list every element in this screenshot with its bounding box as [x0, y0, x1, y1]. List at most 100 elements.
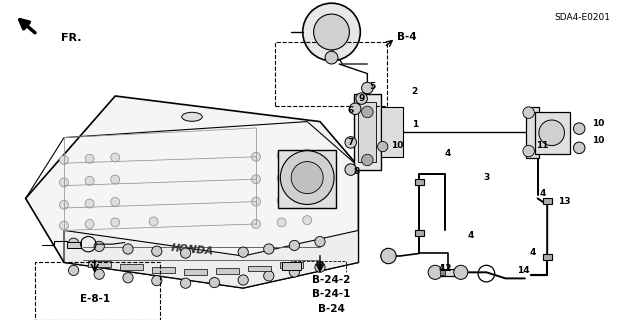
Circle shape [277, 218, 286, 227]
Bar [216, 268, 239, 274]
Text: E-8-1: E-8-1 [79, 294, 110, 304]
Text: 3: 3 [483, 173, 490, 182]
Circle shape [180, 278, 191, 288]
Circle shape [280, 151, 334, 204]
Text: 10: 10 [390, 141, 403, 150]
Text: B-24-2: B-24-2 [312, 275, 351, 285]
Circle shape [85, 154, 94, 163]
Bar [88, 261, 111, 267]
Polygon shape [64, 230, 358, 288]
Circle shape [111, 175, 120, 184]
Bar [278, 150, 336, 208]
Circle shape [315, 236, 325, 247]
Circle shape [264, 271, 274, 281]
Bar [543, 254, 552, 260]
Circle shape [277, 196, 286, 205]
Circle shape [252, 152, 260, 161]
Circle shape [277, 151, 286, 160]
Circle shape [209, 277, 220, 288]
Circle shape [111, 197, 120, 206]
Circle shape [68, 238, 79, 248]
Text: 9: 9 [358, 94, 365, 103]
Text: 8: 8 [354, 167, 360, 176]
Text: B-24: B-24 [318, 304, 345, 314]
Circle shape [85, 199, 94, 208]
Circle shape [303, 3, 360, 61]
Circle shape [291, 162, 323, 194]
Circle shape [94, 241, 104, 252]
Circle shape [289, 267, 300, 277]
Circle shape [314, 14, 349, 50]
Circle shape [315, 262, 325, 272]
Circle shape [123, 273, 133, 283]
Text: 4: 4 [445, 149, 451, 158]
Text: 10: 10 [592, 119, 605, 128]
Bar [535, 112, 570, 154]
Text: 1: 1 [412, 120, 418, 129]
Polygon shape [26, 96, 358, 288]
Circle shape [303, 216, 312, 225]
Text: 6: 6 [348, 106, 354, 115]
Circle shape [539, 120, 564, 146]
Circle shape [362, 106, 373, 118]
Circle shape [428, 265, 442, 279]
Circle shape [303, 172, 312, 180]
Text: FR.: FR. [61, 33, 81, 43]
Bar [280, 262, 303, 268]
Bar [152, 267, 175, 273]
Circle shape [94, 269, 104, 279]
Circle shape [252, 220, 260, 228]
Circle shape [523, 145, 534, 157]
Text: 4: 4 [438, 264, 445, 273]
Bar [435, 269, 461, 276]
Text: 10: 10 [592, 136, 605, 145]
Circle shape [252, 175, 260, 184]
Circle shape [149, 217, 158, 226]
Bar [184, 269, 207, 275]
Bar [275, 42, 387, 106]
Bar [543, 198, 552, 204]
Text: 4: 4 [467, 231, 474, 240]
Text: 7: 7 [348, 138, 354, 147]
Bar [67, 242, 81, 248]
Circle shape [362, 154, 373, 166]
Circle shape [123, 244, 133, 254]
Text: 4: 4 [540, 189, 546, 198]
Circle shape [252, 197, 260, 206]
Circle shape [60, 221, 68, 230]
Text: 2: 2 [412, 87, 418, 96]
Circle shape [60, 178, 68, 187]
Bar [35, 262, 160, 320]
Circle shape [303, 149, 312, 158]
Circle shape [85, 176, 94, 185]
Circle shape [349, 103, 361, 115]
Circle shape [454, 265, 468, 279]
Circle shape [381, 248, 396, 264]
Circle shape [60, 200, 68, 209]
Circle shape [152, 246, 162, 256]
Circle shape [111, 153, 120, 162]
Bar [358, 102, 376, 162]
Circle shape [325, 51, 338, 64]
Circle shape [303, 194, 312, 203]
Circle shape [573, 123, 585, 134]
Circle shape [573, 142, 585, 154]
Circle shape [111, 218, 120, 227]
Text: B-24-1: B-24-1 [312, 289, 351, 300]
Bar [381, 107, 403, 157]
Circle shape [356, 93, 367, 104]
Circle shape [378, 141, 388, 152]
Circle shape [289, 240, 300, 251]
Text: B-4: B-4 [397, 32, 416, 42]
Bar [248, 266, 271, 271]
Bar [354, 94, 381, 170]
Circle shape [152, 276, 162, 286]
Text: 4: 4 [529, 248, 536, 257]
Circle shape [523, 107, 534, 118]
Bar [120, 264, 143, 270]
Circle shape [180, 248, 191, 258]
Text: 13: 13 [558, 197, 571, 206]
Circle shape [345, 164, 356, 175]
Circle shape [345, 137, 356, 148]
Bar [440, 270, 445, 275]
